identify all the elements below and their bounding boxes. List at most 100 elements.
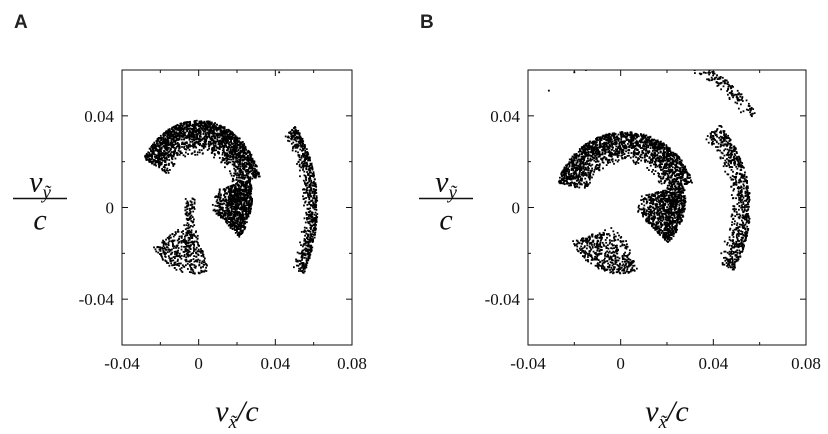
scatter-point [202, 142, 205, 145]
scatter-point [229, 197, 232, 200]
scatter-point [232, 134, 235, 136]
scatter-point [178, 135, 181, 138]
scatter-point [233, 187, 236, 190]
scatter-point [246, 150, 249, 153]
scatter-point [578, 174, 580, 176]
scatter-point [249, 167, 252, 170]
scatter-point [682, 168, 685, 171]
scatter-point [243, 222, 246, 225]
scatter-point [201, 260, 204, 263]
scatter-point [291, 137, 293, 139]
scatter-point [599, 163, 601, 166]
scatter-point [168, 235, 171, 238]
scatter-point [299, 241, 301, 244]
scatter-point [598, 155, 601, 158]
scatter-point [299, 143, 302, 145]
scatter-point [308, 240, 311, 243]
scatter-point [630, 134, 633, 136]
scatter-point [300, 144, 303, 147]
scatter-point [194, 153, 197, 156]
scatter-point [191, 124, 193, 127]
scatter-point [219, 197, 222, 200]
scatter-point [225, 218, 228, 221]
scatter-point [236, 230, 238, 232]
scatter-point [241, 212, 244, 215]
scatter-point [633, 136, 635, 139]
scatter-point [191, 197, 194, 200]
scatter-point [158, 253, 161, 255]
scatter-point [240, 207, 243, 210]
scatter-point [194, 138, 197, 141]
scatter-point [311, 215, 314, 218]
scatter-point [561, 175, 564, 178]
scatter-point [164, 256, 167, 258]
scatter-point [169, 260, 172, 263]
scatter-point [643, 159, 646, 162]
scatter-point [236, 212, 239, 215]
scatter-point [235, 197, 237, 200]
scatter-point [225, 198, 227, 201]
scatter-point [230, 207, 233, 210]
scatter-point [315, 221, 318, 223]
scatter-point [238, 152, 241, 155]
scatter-point [213, 152, 216, 155]
scatter-point [238, 184, 241, 187]
scatter-point [245, 183, 248, 186]
scatter-point [183, 255, 186, 258]
scatter-point [244, 226, 247, 229]
scatter-point [573, 156, 576, 159]
scatter-point [169, 147, 172, 150]
scatter-point [237, 160, 240, 163]
scatter-point [229, 212, 232, 215]
scatter-point [167, 128, 170, 131]
y-tick-label: 0 [512, 199, 521, 218]
scatter-point [226, 222, 229, 225]
scatter-point [161, 143, 163, 146]
scatter-point [225, 200, 227, 202]
scatter-point [154, 145, 157, 148]
scatter-point [155, 142, 158, 145]
scatter-point [187, 251, 190, 254]
scatter-point [665, 149, 668, 152]
scatter-point [589, 157, 592, 160]
scatter-point [225, 155, 228, 158]
scatter-point [257, 175, 260, 178]
scatter-point [214, 132, 217, 135]
scatter-point [639, 140, 642, 142]
scatter-point [242, 174, 245, 177]
scatter-point [584, 161, 587, 164]
scatter-point [163, 150, 166, 153]
scatter-point [208, 136, 211, 139]
scatter-point [144, 155, 146, 158]
scatter-point [251, 159, 254, 161]
scatter-point [175, 139, 178, 142]
scatter-point [300, 156, 303, 159]
scatter-point [224, 188, 227, 191]
scatter-point [191, 145, 194, 147]
scatter-point [659, 175, 662, 178]
scatter-point [559, 176, 561, 179]
scatter-point [193, 141, 196, 144]
scatter-point [222, 133, 224, 136]
scatter-point [565, 164, 567, 167]
scatter-point [287, 135, 290, 138]
scatter-point [314, 198, 317, 201]
scatter-point [174, 231, 177, 233]
scatter-point [168, 128, 171, 130]
scatter-point [250, 192, 253, 195]
scatter-point [594, 140, 597, 143]
scatter-point [167, 134, 170, 137]
scatter-point [195, 119, 198, 122]
scatter-point [247, 169, 249, 171]
scatter-point [224, 161, 226, 164]
scatter-point [157, 149, 159, 151]
scatter-point [299, 268, 302, 271]
scatter-point [306, 262, 309, 264]
scatter-point [243, 151, 246, 154]
scatter-point [172, 151, 175, 154]
scatter-point [604, 142, 607, 145]
scatter-point [198, 151, 201, 154]
scatter-point [251, 197, 253, 200]
scatter-point [309, 164, 312, 166]
scatter-point [237, 233, 239, 235]
